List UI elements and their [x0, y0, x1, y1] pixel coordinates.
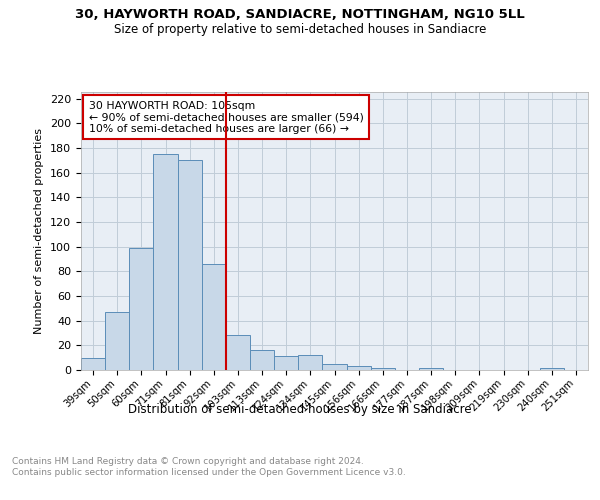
Bar	[178, 160, 202, 370]
Text: 30, HAYWORTH ROAD, SANDIACRE, NOTTINGHAM, NG10 5LL: 30, HAYWORTH ROAD, SANDIACRE, NOTTINGHAM…	[75, 8, 525, 20]
Bar	[105, 312, 129, 370]
Bar	[226, 336, 250, 370]
Y-axis label: Number of semi-detached properties: Number of semi-detached properties	[34, 128, 44, 334]
Bar	[298, 355, 322, 370]
Text: Size of property relative to semi-detached houses in Sandiacre: Size of property relative to semi-detach…	[114, 22, 486, 36]
Text: Contains HM Land Registry data © Crown copyright and database right 2024.
Contai: Contains HM Land Registry data © Crown c…	[12, 458, 406, 477]
Bar	[250, 350, 274, 370]
Text: 30 HAYWORTH ROAD: 105sqm
← 90% of semi-detached houses are smaller (594)
10% of : 30 HAYWORTH ROAD: 105sqm ← 90% of semi-d…	[89, 101, 364, 134]
Bar	[322, 364, 347, 370]
Text: Distribution of semi-detached houses by size in Sandiacre: Distribution of semi-detached houses by …	[128, 402, 472, 415]
Bar	[419, 368, 443, 370]
Bar	[540, 368, 564, 370]
Bar	[202, 264, 226, 370]
Bar	[81, 358, 105, 370]
Bar	[154, 154, 178, 370]
Bar	[347, 366, 371, 370]
Bar	[274, 356, 298, 370]
Bar	[371, 368, 395, 370]
Bar	[129, 248, 154, 370]
